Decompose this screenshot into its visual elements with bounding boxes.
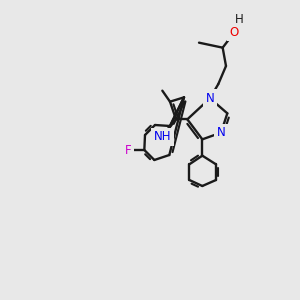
Text: N: N xyxy=(206,92,214,105)
Text: NH: NH xyxy=(154,130,171,143)
Text: F: F xyxy=(125,143,132,157)
Text: N: N xyxy=(217,126,225,139)
Text: O: O xyxy=(230,26,239,39)
Text: H: H xyxy=(235,13,244,26)
